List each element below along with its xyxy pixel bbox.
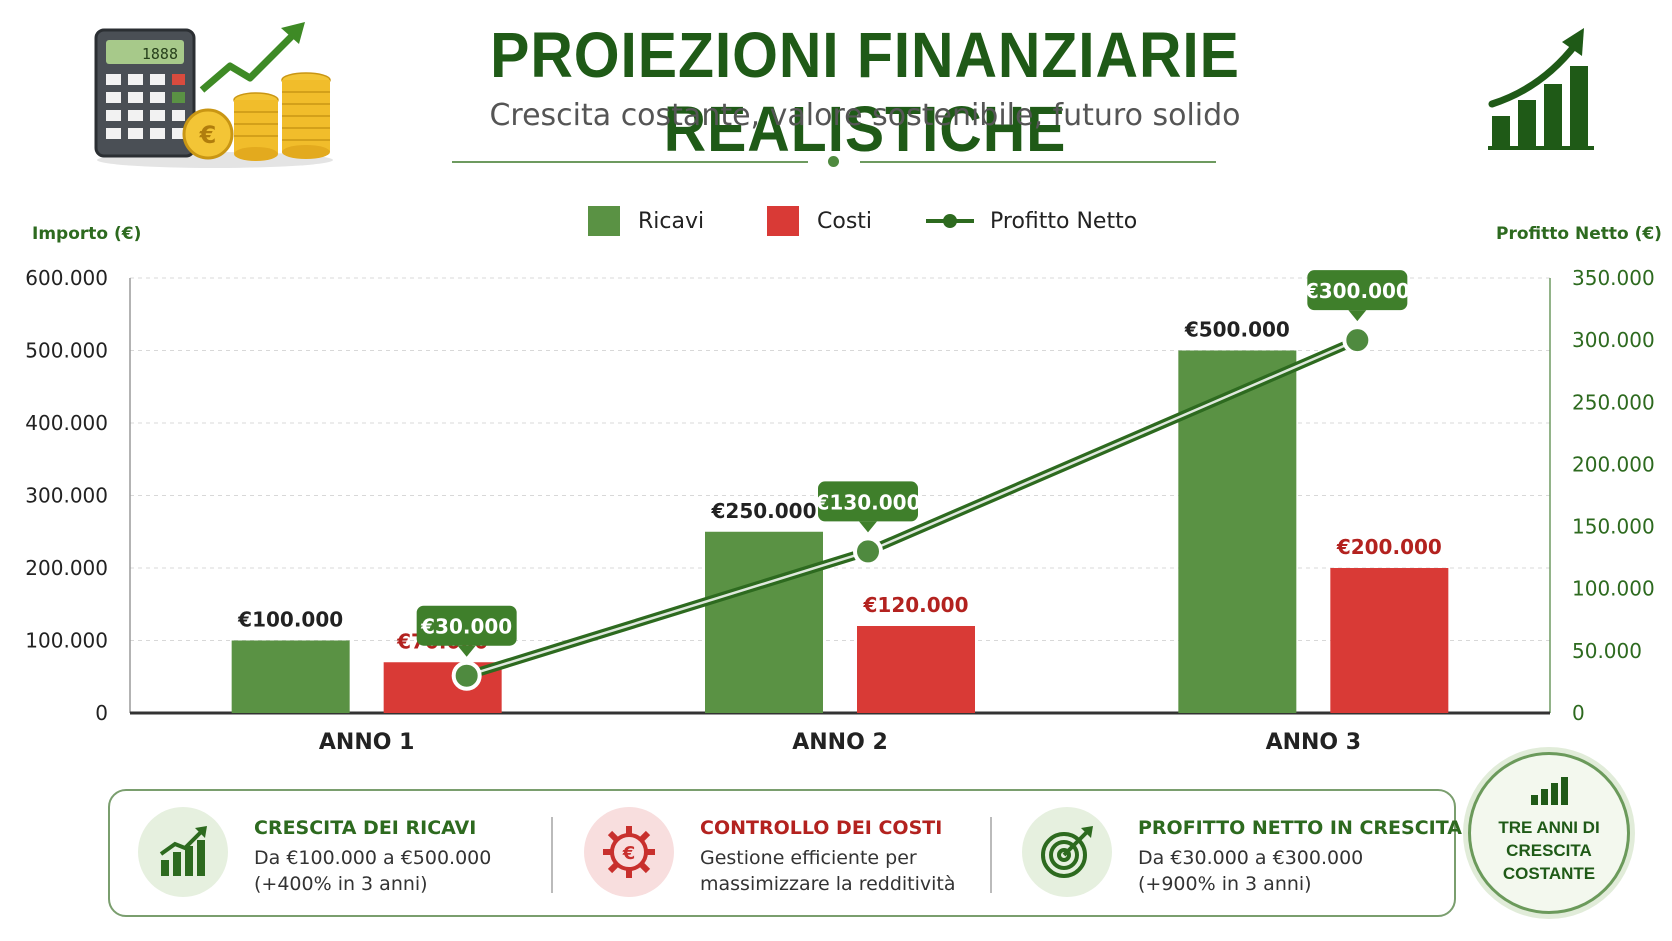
growth-bar-chart-icon [1484, 22, 1604, 152]
x-tick-label: ANNO 3 [1266, 730, 1362, 755]
svg-text:€: € [199, 121, 217, 149]
left-tick-label: 600.000 [25, 266, 108, 290]
left-tick-label: 100.000 [25, 629, 108, 653]
bar-costi [857, 626, 975, 713]
page-subtitle: Crescita costante, valore sostenibile, f… [489, 98, 1241, 133]
right-tick-label: 200.000 [1572, 452, 1655, 476]
legend-line-profitto [926, 206, 974, 236]
data-label-profitto: €130.000 [814, 490, 920, 514]
card-line-1: Gestione efficiente per [700, 847, 917, 869]
right-tick-label: 300.000 [1572, 328, 1655, 352]
badge-line-1: TRE ANNI DI [1498, 818, 1600, 837]
card-line-2: (+400% in 3 anni) [254, 873, 428, 895]
financial-chart: 0 100.000 200.000 300.000 400.000 500.000 600.… [25, 266, 1655, 755]
left-tick-label: 300.000 [25, 484, 108, 508]
right-tick-label: 250.000 [1572, 390, 1655, 414]
card-separator [551, 817, 553, 893]
legend-swatch-costi [767, 206, 799, 236]
left-tick-label: 0 [95, 701, 108, 725]
bar-costi [1330, 568, 1449, 713]
bar-ricavi [231, 640, 350, 713]
card-title: CRESCITA DEI RICAVI [254, 817, 477, 839]
legend-item-profitto: Profitto Netto [926, 206, 1137, 236]
legend-swatch-ricavi [588, 206, 620, 236]
data-label-ricavi: €100.000 [237, 608, 343, 632]
profit-point [853, 536, 883, 567]
bar-ricavi [1178, 350, 1297, 713]
svg-text:€: € [622, 843, 636, 864]
left-tick-label: 400.000 [25, 411, 108, 435]
card-title: PROFITTO NETTO IN CRESCITA [1138, 817, 1462, 839]
card-line-1: Da €30.000 a €300.000 [1138, 847, 1364, 869]
growth-chart-icon [138, 807, 228, 897]
badge-line-3: COSTANTE [1502, 864, 1596, 883]
card-profitto-netto: PROFITTO NETTO IN CRESCITA Da €30.000 a … [994, 791, 1462, 915]
card-line-2: (+900% in 3 anni) [1138, 873, 1312, 895]
right-tick-label: 350.000 [1572, 266, 1655, 290]
legend-label-costi: Costi [817, 208, 873, 234]
legend-label-profitto: Profitto Netto [990, 208, 1138, 234]
x-tick-label: ANNO 1 [319, 730, 415, 755]
growth-badge: TRE ANNI DI CRESCITA COSTANTE [1468, 752, 1630, 914]
summary-cards: CRESCITA DEI RICAVI Da €100.000 a €500.0… [108, 789, 1462, 917]
page-title: PROIEZIONI FINANZIARIE REALISTICHE [490, 19, 1240, 165]
data-label-costi: €200.000 [1336, 535, 1442, 559]
card-title: CONTROLLO DEI COSTI [700, 817, 943, 839]
card-separator [990, 817, 992, 893]
profit-callout [818, 481, 918, 522]
profit-callout-pointer [457, 645, 476, 657]
profit-callout [416, 605, 517, 646]
profit-point [1342, 325, 1373, 356]
profit-point [451, 660, 482, 691]
right-tick-label: 0 [1572, 701, 1585, 725]
title-divider-dot [828, 156, 839, 167]
left-tick-label: 500.000 [25, 339, 108, 363]
bar-chart-icon [1529, 775, 1569, 811]
card-line-1: Da €100.000 a €500.000 [254, 847, 492, 869]
bar-ricavi [705, 531, 823, 713]
badge-line-2: CRESCITA [1506, 841, 1592, 860]
svg-text:1888: 1888 [142, 45, 178, 63]
data-label-costi: €120.000 [862, 593, 968, 617]
data-label-ricavi: €250.000 [710, 499, 816, 523]
legend-label-ricavi: Ricavi [638, 208, 705, 234]
data-label-profitto: €30.000 [420, 615, 512, 639]
target-arrow-icon [1022, 807, 1112, 897]
left-tick-label: 200.000 [25, 556, 108, 580]
right-tick-label: 100.000 [1572, 577, 1655, 601]
right-tick-label: 50.000 [1572, 639, 1642, 663]
left-axis-title: Importo (€) [32, 224, 142, 244]
data-label-profitto: €300.000 [1304, 279, 1410, 303]
profit-callout-pointer [1348, 310, 1367, 322]
legend-item-ricavi: Ricavi [588, 206, 704, 236]
euro-gear-icon: € [584, 807, 674, 897]
data-label-ricavi: €500.000 [1184, 318, 1290, 342]
profit-callout-pointer [859, 521, 877, 533]
right-tick-label: 150.000 [1572, 515, 1655, 539]
card-line-2: massimizzare la redditività [700, 873, 956, 895]
right-axis-title: Profitto Netto (€) [1496, 224, 1662, 244]
card-crescita-ricavi: CRESCITA DEI RICAVI Da €100.000 a €500.0… [110, 791, 550, 915]
x-tick-label: ANNO 2 [792, 730, 888, 755]
title-divider-right [860, 161, 1216, 163]
chart-legend: Ricavi Costi Profitto Netto [0, 206, 1672, 242]
calculator-coins-icon: 1888 € [90, 22, 340, 172]
legend-item-costi: Costi [767, 206, 872, 236]
title-divider-left [452, 161, 808, 163]
profit-callout [1307, 270, 1408, 311]
card-controllo-costi: € CONTROLLO DEI COSTI Gestione efficient… [556, 791, 992, 915]
